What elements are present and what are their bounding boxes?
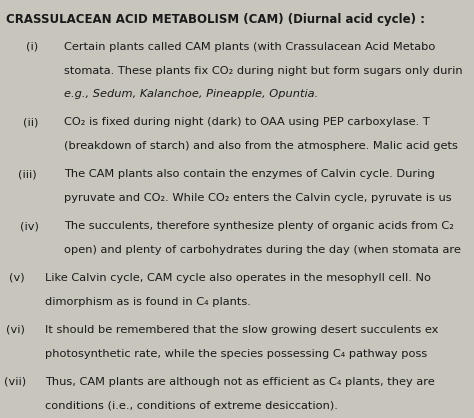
Text: photosynthetic rate, while the species possessing C₄ pathway poss: photosynthetic rate, while the species p… bbox=[45, 349, 427, 359]
Text: The succulents, therefore synthesize plenty of organic acids from C₂: The succulents, therefore synthesize ple… bbox=[64, 221, 454, 231]
Text: e.g., Sedum, Kalanchoe, Pineapple, Opuntia.: e.g., Sedum, Kalanchoe, Pineapple, Opunt… bbox=[64, 89, 318, 99]
Text: (i): (i) bbox=[26, 42, 38, 52]
Text: conditions (i.e., conditions of extreme desiccation).: conditions (i.e., conditions of extreme … bbox=[45, 400, 338, 410]
Text: (iv): (iv) bbox=[20, 221, 39, 231]
Text: pyruvate and CO₂. While CO₂ enters the Calvin cycle, pyruvate is us: pyruvate and CO₂. While CO₂ enters the C… bbox=[64, 193, 452, 203]
Text: (ii): (ii) bbox=[23, 117, 38, 127]
Text: The CAM plants also contain the enzymes of Calvin cycle. During: The CAM plants also contain the enzymes … bbox=[64, 169, 435, 179]
Text: dimorphism as is found in C₄ plants.: dimorphism as is found in C₄ plants. bbox=[45, 297, 251, 307]
Text: Like Calvin cycle, CAM cycle also operates in the mesophyll cell. No: Like Calvin cycle, CAM cycle also operat… bbox=[45, 273, 431, 283]
Text: (vii): (vii) bbox=[4, 377, 26, 387]
Text: Thus, CAM plants are although not as efficient as C₄ plants, they are: Thus, CAM plants are although not as eff… bbox=[45, 377, 435, 387]
Text: (vi): (vi) bbox=[6, 325, 25, 335]
Text: Certain plants called CAM plants (with Crassulacean Acid Metabo: Certain plants called CAM plants (with C… bbox=[64, 42, 435, 52]
Text: CO₂ is fixed during night (dark) to OAA using PEP carboxylase. T: CO₂ is fixed during night (dark) to OAA … bbox=[64, 117, 430, 127]
Text: CRASSULACEAN ACID METABOLISM (CAM) (Diurnal acid cycle) :: CRASSULACEAN ACID METABOLISM (CAM) (Diur… bbox=[6, 13, 425, 26]
Text: It should be remembered that the slow growing desert succulents ex: It should be remembered that the slow gr… bbox=[45, 325, 438, 335]
Text: (iii): (iii) bbox=[18, 169, 36, 179]
Text: (breakdown of starch) and also from the atmosphere. Malic acid gets: (breakdown of starch) and also from the … bbox=[64, 141, 458, 151]
Text: stomata. These plants fix CO₂ during night but form sugars only durin: stomata. These plants fix CO₂ during nig… bbox=[64, 66, 463, 76]
Text: open) and plenty of carbohydrates during the day (when stomata are: open) and plenty of carbohydrates during… bbox=[64, 245, 461, 255]
Text: (v): (v) bbox=[9, 273, 25, 283]
